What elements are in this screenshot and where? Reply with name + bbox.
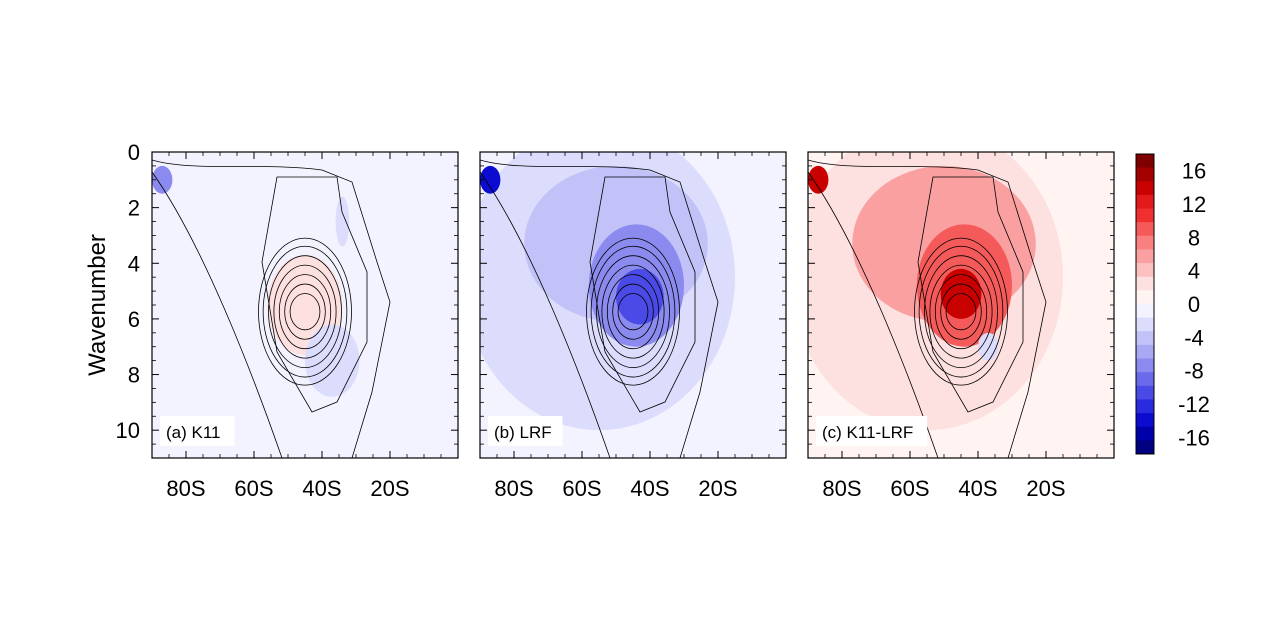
- contour-line: [480, 159, 719, 458]
- x-tick-label: 20S: [370, 476, 409, 501]
- colorbar-label: -16: [1178, 425, 1210, 450]
- contour-line: [612, 283, 654, 340]
- colorbar-label: 12: [1182, 192, 1206, 217]
- y-tick-label: 10: [116, 418, 140, 443]
- contour-line: [284, 283, 326, 340]
- y-tick-label: 0: [128, 140, 140, 165]
- svg-text:(c) K11-LRF: (c) K11-LRF: [822, 423, 913, 442]
- colorbar-swatch: [1136, 194, 1154, 210]
- colorbar-swatch: [1136, 385, 1154, 400]
- contour-line: [289, 293, 321, 331]
- contour-line: [273, 264, 337, 359]
- contour-line: [152, 159, 391, 458]
- colorbar-frame: [1135, 153, 1155, 455]
- colorbar-swatch: [1136, 290, 1154, 305]
- contour-line: [152, 171, 283, 458]
- colorbar-swatch: [1136, 167, 1154, 182]
- colorbar-swatch: [1136, 181, 1154, 196]
- x-tick-label: 80S: [166, 476, 205, 501]
- contour-line: [617, 293, 649, 331]
- colorbar-label: -4: [1184, 325, 1204, 350]
- colorbar-swatch: [1136, 249, 1154, 264]
- colorbar-swatch: [1136, 304, 1154, 319]
- panel-1: 80S 60S 40S 20S 0 2 4 6 8 10 (a) K11: [116, 140, 459, 501]
- contour-line: [261, 176, 368, 413]
- colorbar-swatch: [1136, 317, 1154, 332]
- contour-line: [586, 237, 680, 386]
- colorbar-label: 0: [1188, 292, 1200, 317]
- colorbar-label: 16: [1182, 159, 1206, 184]
- colorbar-swatch: [1136, 276, 1154, 291]
- svg-text:(b) LRF: (b) LRF: [494, 423, 552, 442]
- contour-line: [924, 255, 998, 369]
- x-tick-label: 40S: [302, 476, 341, 501]
- colorbar-swatch: [1136, 222, 1154, 237]
- shaded-region: [616, 268, 664, 325]
- x-tick-label: 40S: [630, 476, 669, 501]
- panel-3: 80S 60S 40S 20S (c) K11-LRF: [807, 151, 1115, 501]
- colorbar-swatch: [1136, 344, 1154, 360]
- colorbar-label: 8: [1188, 225, 1200, 250]
- contour-line: [262, 245, 348, 378]
- colorbar-swatch: [1136, 263, 1154, 278]
- panel-label: (b) LRF: [488, 416, 563, 446]
- panel-label: (c) K11-LRF: [816, 416, 928, 446]
- y-tick-label: 2: [128, 196, 140, 221]
- y-tick-label: 6: [128, 307, 140, 332]
- shaded-region: [335, 196, 350, 247]
- contour-line: [934, 274, 988, 350]
- contour-line: [917, 176, 1024, 413]
- x-tick-label: 80S: [822, 476, 861, 501]
- contour-line: [918, 245, 1004, 378]
- contour-line: [596, 255, 670, 369]
- x-tick-label: 60S: [234, 476, 273, 501]
- y-axis-title: Wavenumber: [84, 234, 111, 376]
- colorbar-label: 4: [1188, 259, 1200, 284]
- x-tick-label: 60S: [890, 476, 929, 501]
- colorbar-swatch: [1136, 358, 1154, 373]
- colorbar-swatch: [1136, 372, 1154, 387]
- contour-line: [929, 264, 993, 359]
- x-tick-label: 20S: [698, 476, 737, 501]
- y-tick-label: 4: [128, 251, 140, 276]
- contour-line: [945, 293, 977, 331]
- svg-text:(a) K11: (a) K11: [166, 423, 221, 442]
- shaded-region: [808, 165, 829, 194]
- contour-line: [601, 264, 665, 359]
- contour-line: [480, 171, 611, 458]
- x-tick-label: 40S: [958, 476, 997, 501]
- shaded-region: [305, 324, 360, 397]
- colorbar-label: -8: [1184, 359, 1204, 384]
- x-tick-label: 20S: [1026, 476, 1065, 501]
- colorbar-swatch: [1136, 235, 1154, 250]
- panel-label: (a) K11: [160, 416, 235, 446]
- shaded-region: [480, 165, 501, 194]
- panels: 80S 60S 40S 20S 0 2 4 6 8 10 (a) K11 80S 60S 40S 20S (b…: [116, 140, 1115, 501]
- colorbar-label: -12: [1178, 392, 1210, 417]
- contour-line: [258, 237, 352, 386]
- contour-line: [268, 255, 342, 369]
- contour-line: [914, 237, 1008, 386]
- colorbar-swatch: [1136, 399, 1154, 414]
- colorbar-swatch: [1136, 331, 1154, 346]
- colorbar-swatch: [1136, 440, 1154, 455]
- contour-line: [940, 283, 982, 340]
- colorbar: 16 12 8 4 0 -4 -8 -12 -16: [1135, 153, 1210, 455]
- colorbar-swatch: [1136, 208, 1154, 223]
- colorbar-swatch: [1136, 154, 1154, 169]
- panel-2: 80S 60S 40S 20S (b) LRF: [479, 151, 787, 501]
- contour-line: [589, 176, 696, 413]
- colorbar-swatch: [1136, 426, 1154, 441]
- shaded-region: [152, 165, 173, 194]
- contour-line: [808, 159, 1047, 458]
- x-tick-label: 80S: [494, 476, 533, 501]
- contour-line: [590, 245, 676, 378]
- x-tick-label: 60S: [562, 476, 601, 501]
- y-tick-label: 8: [128, 363, 140, 388]
- contour-line: [278, 274, 332, 350]
- contour-line: [606, 274, 660, 350]
- colorbar-swatch: [1136, 413, 1154, 428]
